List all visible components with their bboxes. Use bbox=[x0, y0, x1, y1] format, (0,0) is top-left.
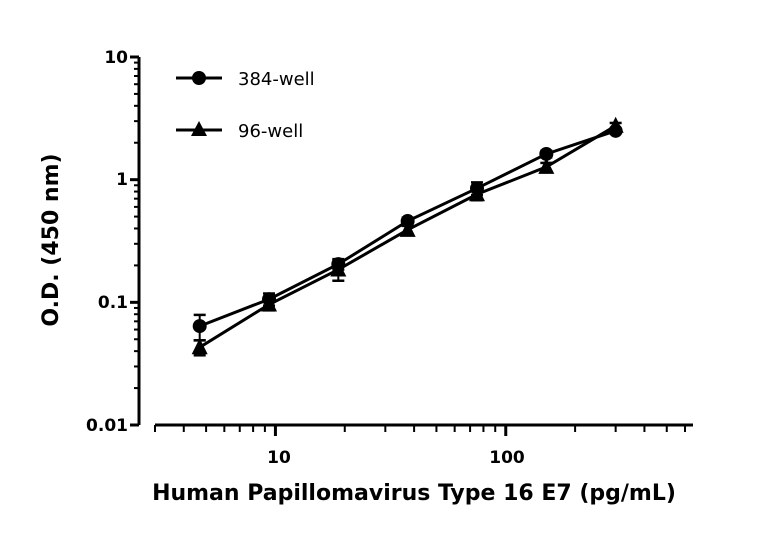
legend-label-96-well: 96-well bbox=[238, 121, 303, 142]
data-point-triangle bbox=[191, 338, 208, 355]
legend-triangle-marker bbox=[191, 121, 207, 136]
y-axis-label: O.D. (450 nm) bbox=[39, 153, 64, 326]
series-group bbox=[191, 116, 624, 357]
legend-circle-marker bbox=[192, 71, 206, 85]
x-axis-label: Human Papillomavirus Type 16 E7 (pg/mL) bbox=[152, 481, 676, 506]
data-point-triangle bbox=[261, 295, 278, 312]
x-tick-label-10: 10 bbox=[267, 448, 291, 468]
data-point-circle bbox=[539, 146, 554, 161]
legend: 384-well 96-well bbox=[176, 69, 315, 142]
data-point-triangle bbox=[468, 185, 485, 202]
data-point-triangle bbox=[399, 220, 416, 237]
x-tick-label-100: 100 bbox=[489, 448, 525, 468]
data-point-triangle bbox=[607, 116, 624, 133]
y-tick-label-0.01: 0.01 bbox=[86, 416, 128, 436]
legend-label-384-well: 384-well bbox=[238, 69, 315, 90]
y-tick-label-10: 10 bbox=[104, 48, 128, 68]
y-tick-label-0.1: 0.1 bbox=[98, 293, 128, 313]
axes bbox=[130, 55, 693, 436]
y-tick-label-1: 1 bbox=[116, 170, 128, 190]
data-point-triangle bbox=[330, 260, 347, 277]
data-point-triangle bbox=[538, 157, 555, 174]
tick-labels: 10 100 0.01 0.1 1 10 bbox=[86, 48, 525, 468]
series-96-well bbox=[191, 116, 624, 357]
data-point-circle bbox=[192, 319, 207, 334]
